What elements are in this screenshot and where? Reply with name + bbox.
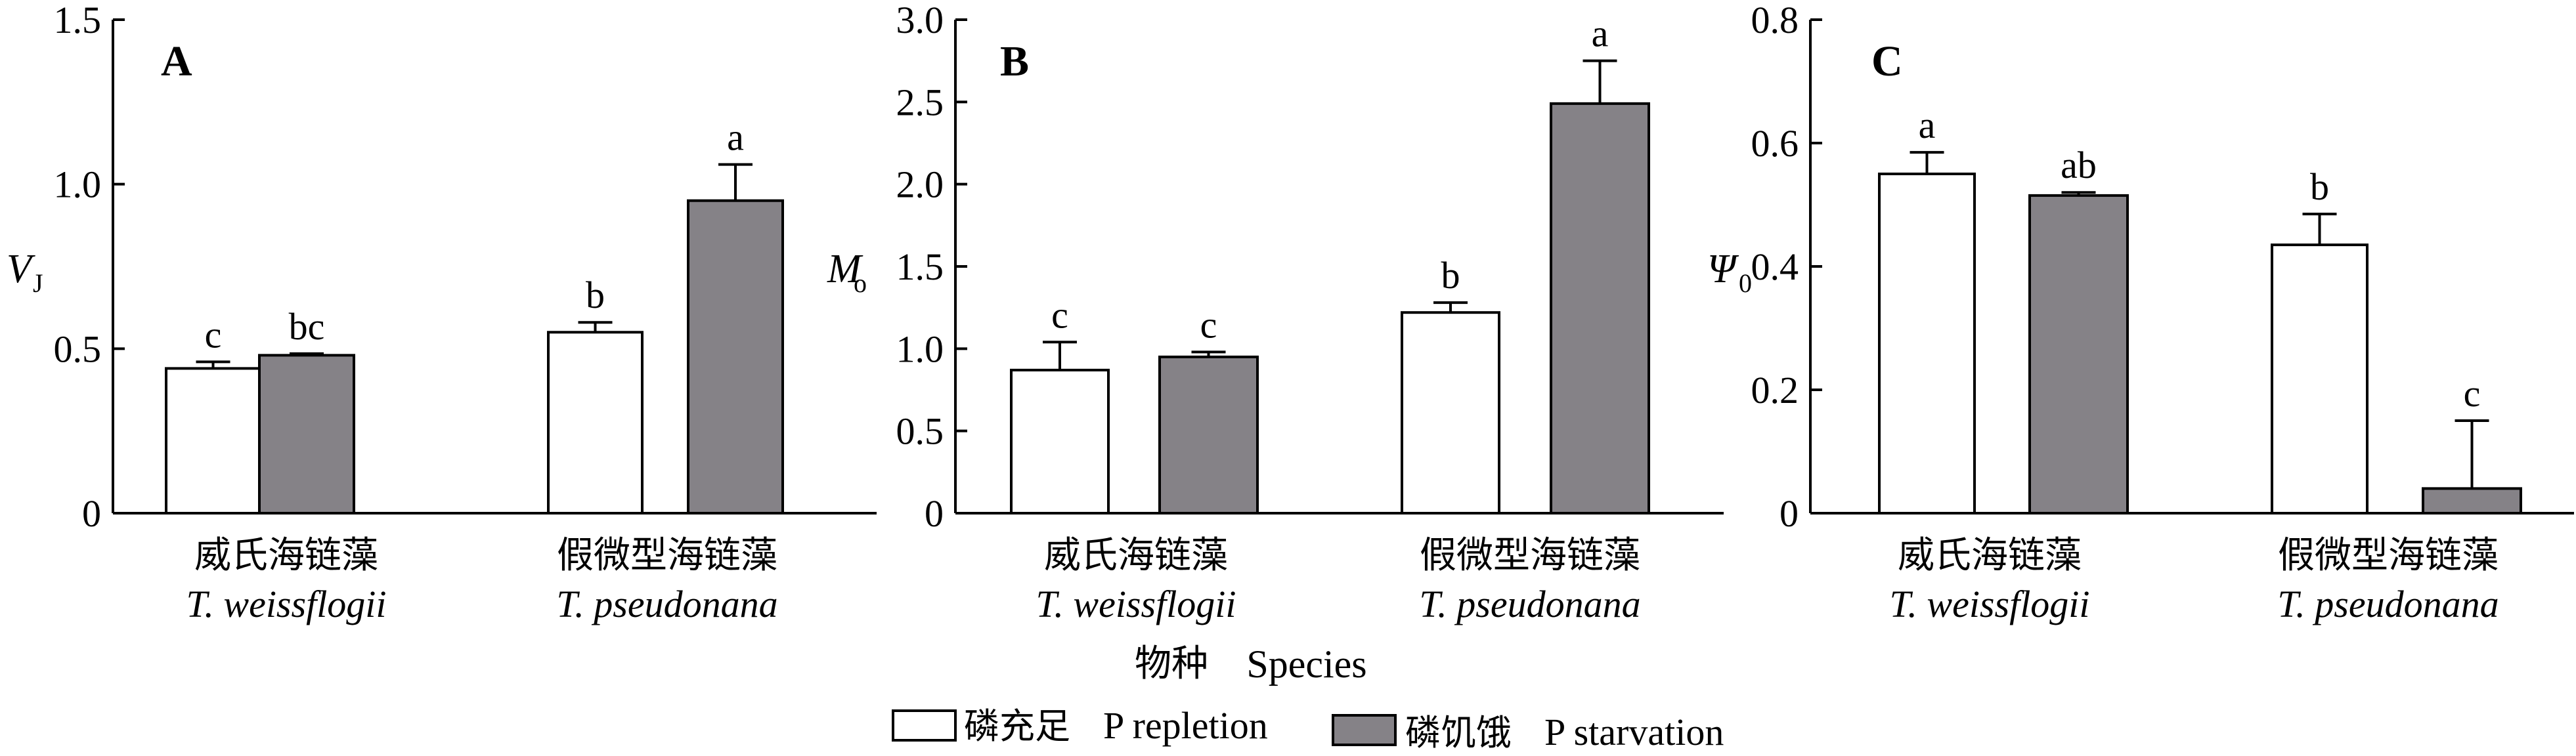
legend-label-repletion-cn: 磷充足 — [964, 705, 1070, 747]
category-label-cn: 威氏海链藻 — [1898, 534, 2082, 577]
bar-repletion-1 — [1010, 368, 1110, 514]
y-axis-label-subscript: 0 — [1739, 268, 1752, 298]
bar-starvation-2 — [687, 199, 784, 514]
category-label-cn: 威氏海链藻 — [194, 534, 378, 577]
category-label-en: T. pseudonana — [556, 583, 777, 625]
y-tick-label: 0.4 — [1751, 245, 1799, 288]
bar-starvation-2 — [1550, 102, 1650, 514]
legend-swatch-starvation — [1332, 714, 1397, 746]
y-axis-label: M — [827, 247, 863, 291]
error-bar — [1910, 151, 1944, 174]
legend-label-repletion-en: P repletion — [1103, 704, 1268, 747]
significance-label: b — [2310, 165, 2329, 208]
error-bar — [290, 352, 324, 356]
error-bar — [196, 360, 230, 369]
panel-A: 0 0.5 1.0 1.5 A V Jc bc 威氏海链藻 T. weissflogii b a 假微型… — [7, 0, 877, 625]
significance-label: ab — [2061, 144, 2097, 186]
category-label-en: T. weissflogii — [1036, 583, 1236, 625]
y-tick-label: 0 — [1779, 492, 1799, 535]
y-tick-label: 0 — [925, 492, 944, 535]
error-bar — [1583, 59, 1617, 104]
y-axis-label-subscript: o — [854, 268, 867, 298]
bar-repletion-2 — [1401, 311, 1500, 514]
significance-label: c — [1200, 303, 1217, 346]
y-tick-label: 0.8 — [1751, 0, 1799, 41]
bar-starvation-1 — [1158, 355, 1259, 514]
error-bar — [2302, 213, 2337, 245]
legend: 磷充足 P repletion 磷饥饿 P starvation — [892, 704, 1724, 753]
category-label-cn: 假微型海链藻 — [2278, 534, 2499, 577]
y-tick-label: 0 — [82, 492, 101, 535]
category-label-cn: 假微型海链藻 — [557, 534, 777, 577]
x-axis-title-cn: 物种 — [1135, 642, 1208, 685]
y-tick-label: 3.0 — [896, 0, 944, 41]
panel-B: 0 0.5 1.0 1.5 2.0 2.5 3.0 B Mo c c 威氏海链藻 T. weissflo… — [827, 0, 1724, 625]
error-bar — [718, 163, 753, 201]
panel-label: A — [161, 37, 192, 85]
significance-label: a — [727, 116, 744, 159]
panel-label: B — [1000, 37, 1029, 85]
significance-label: c — [205, 313, 222, 356]
y-axis-label: Ψ — [1707, 247, 1739, 291]
bar-starvation-1 — [2028, 194, 2129, 514]
bar-starvation-2 — [2422, 487, 2522, 515]
significance-label: b — [586, 274, 605, 316]
significance-label: b — [1441, 254, 1460, 297]
significance-label: bc — [289, 305, 325, 348]
error-bar — [2455, 419, 2489, 489]
error-bar — [578, 321, 613, 333]
y-tick-label: 1.0 — [896, 327, 944, 370]
category-label-en: T. pseudonana — [1419, 583, 1640, 625]
bar-repletion-2 — [547, 331, 644, 514]
bar-repletion-1 — [165, 367, 261, 514]
bar-starvation-1 — [258, 354, 355, 514]
category-label-en: T. weissflogii — [1889, 583, 2089, 625]
error-bar — [1043, 341, 1077, 370]
bar-repletion-1 — [1878, 173, 1976, 514]
y-tick-label: 2.0 — [896, 163, 944, 206]
significance-label: a — [1919, 104, 1936, 146]
y-tick-label: 2.5 — [896, 81, 944, 123]
error-bar — [1433, 301, 1468, 313]
y-tick-label: 0.2 — [1751, 369, 1799, 411]
x-axis-title-en: Species — [1246, 642, 1366, 686]
y-tick-label: 1.0 — [54, 163, 102, 206]
significance-label: a — [1592, 12, 1609, 55]
legend-swatch-repletion — [892, 709, 957, 742]
y-axis-label: V — [7, 247, 35, 291]
significance-label: c — [1051, 293, 1068, 336]
significance-label: c — [2464, 372, 2481, 415]
y-tick-label: 1.5 — [54, 0, 102, 41]
y-tick-label: 0.5 — [54, 327, 102, 370]
error-bar — [1191, 350, 1226, 357]
legend-label-starvation-en: P starvation — [1544, 711, 1724, 753]
legend-label-starvation-cn: 磷饥饿 — [1405, 712, 1512, 753]
category-label-cn: 假微型海链藻 — [1420, 534, 1640, 577]
category-label-en: T. weissflogii — [186, 583, 386, 625]
bar-repletion-2 — [2271, 243, 2369, 514]
panel-label: C — [1871, 37, 1903, 85]
error-bar — [2061, 191, 2096, 196]
category-label-cn: 威氏海链藻 — [1044, 534, 1228, 577]
y-tick-label: 0.5 — [896, 410, 944, 453]
y-tick-label: 1.5 — [896, 245, 944, 288]
category-label-en: T. pseudonana — [2277, 583, 2499, 625]
y-tick-label: 0.6 — [1751, 122, 1799, 165]
y-axis-label-subscript: J — [33, 268, 43, 298]
